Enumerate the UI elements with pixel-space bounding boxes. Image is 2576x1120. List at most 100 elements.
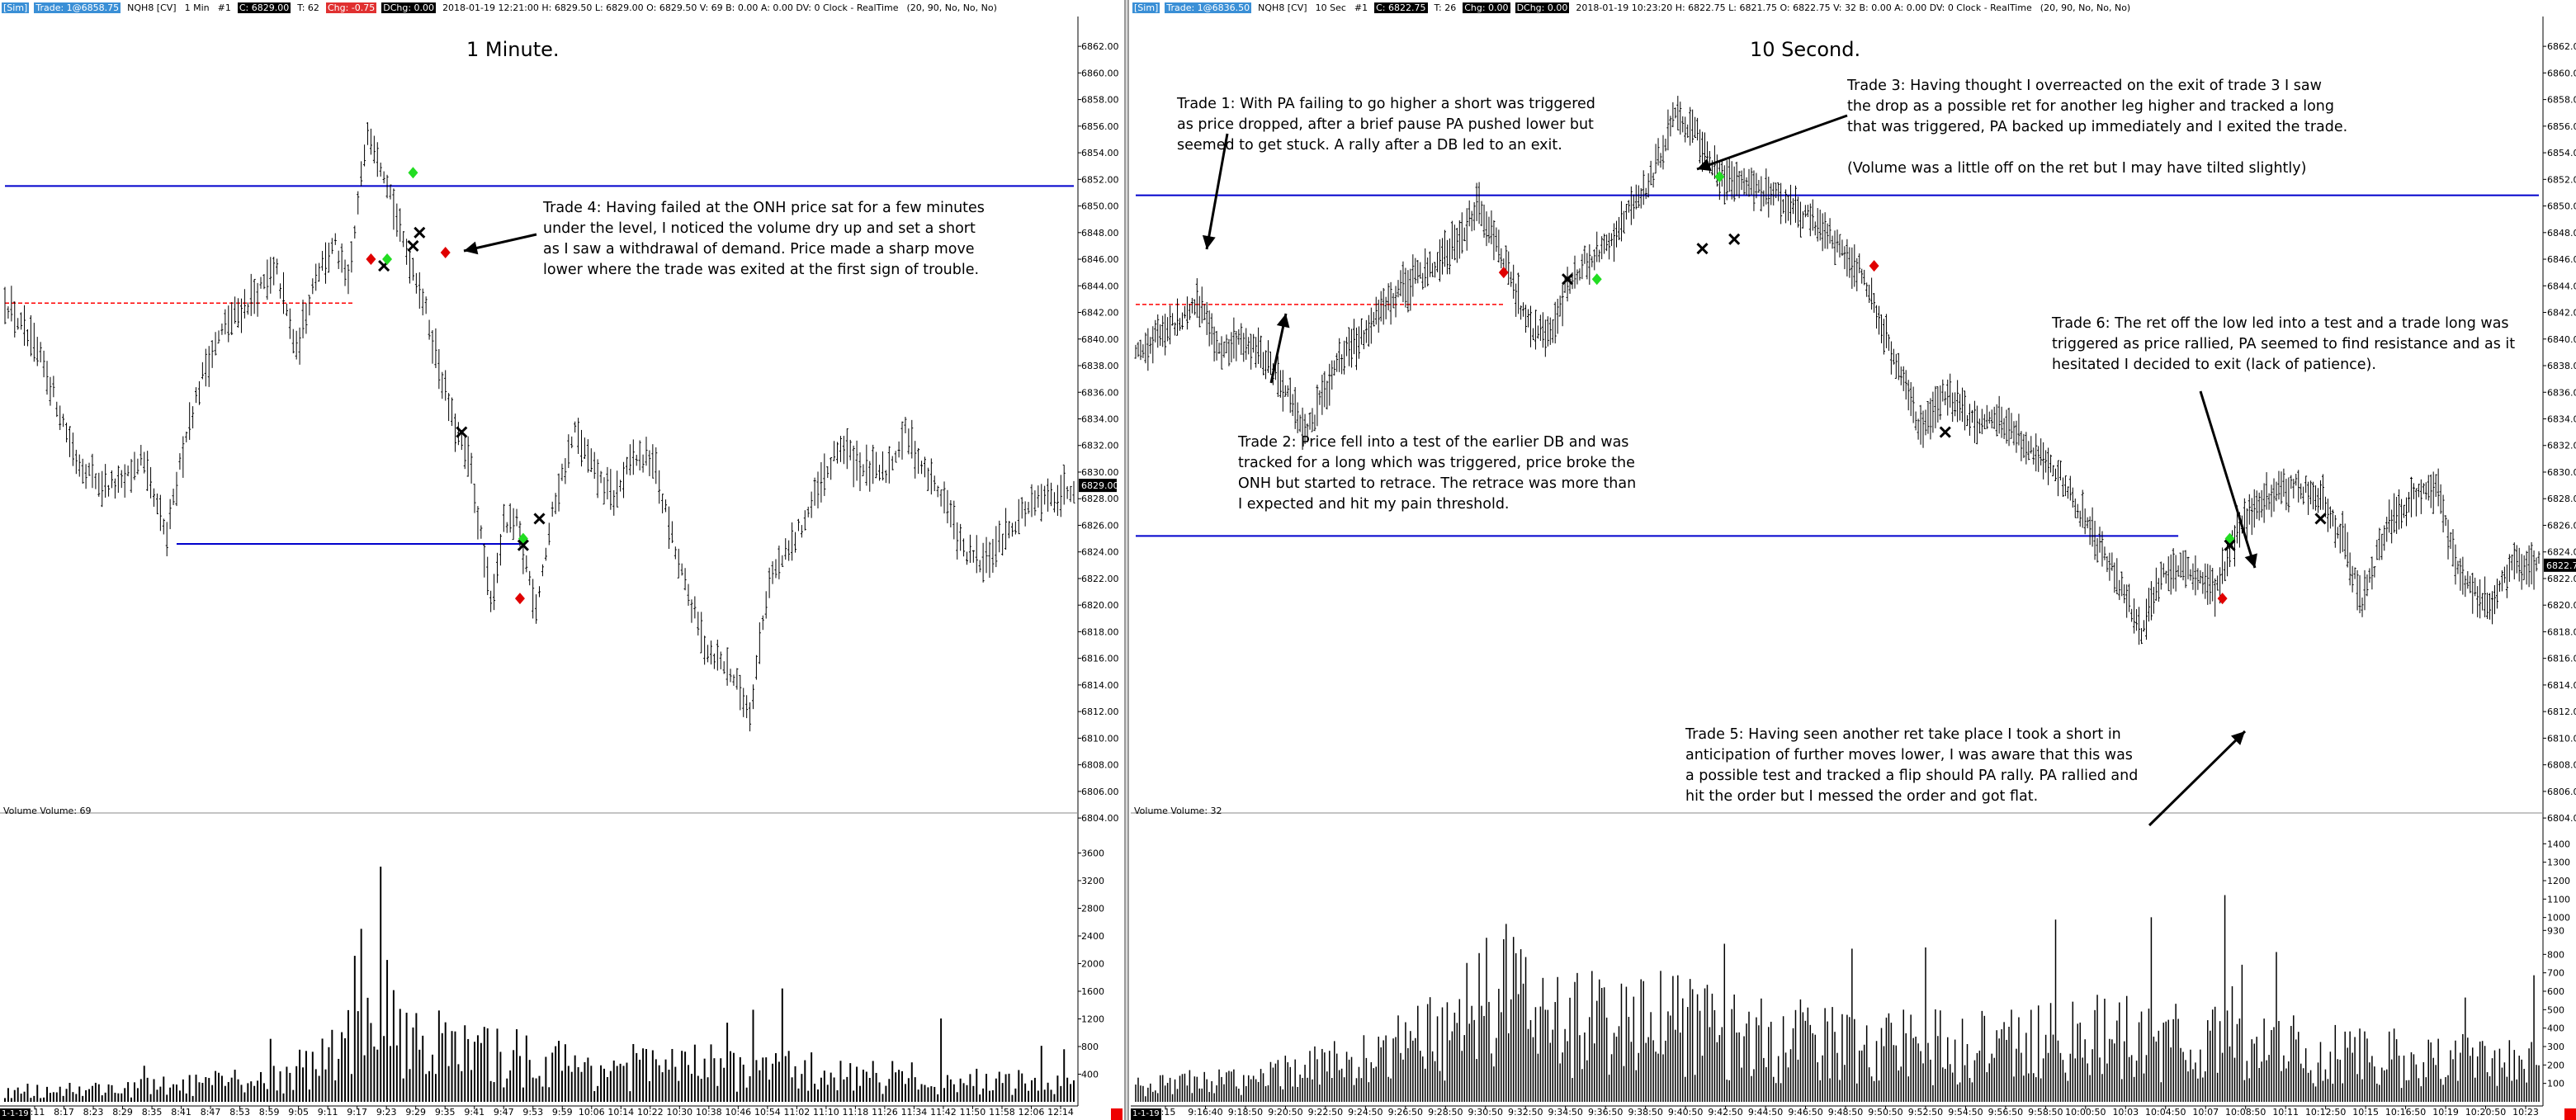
price-tick-label: 6862.00 [1081, 41, 1119, 52]
price-bar [2103, 546, 2106, 560]
price-volume-chart[interactable]: 6862.006860.006858.006856.006854.006852.… [1131, 0, 2576, 1120]
price-tick-label: 6858.00 [1081, 95, 1119, 106]
volume-bar [1439, 1070, 1441, 1102]
volume-bar [904, 1084, 906, 1102]
volume-bar [1461, 1051, 1463, 1102]
volume-bar [1243, 1075, 1245, 1102]
volume-tick-label: 930 [2547, 925, 2564, 936]
price-bar [2500, 569, 2503, 592]
price-bar [943, 481, 946, 514]
time-tick-label: 9:22:50 [1308, 1107, 1343, 1118]
volume-bar [678, 1080, 680, 1102]
price-bar [557, 473, 560, 512]
price-bar [237, 298, 240, 328]
price-tick-label: 6804.00 [2547, 813, 2576, 824]
price-bar [791, 522, 794, 561]
price-bar [907, 428, 910, 455]
price-bar [891, 456, 894, 470]
volume-bar [2472, 1047, 2474, 1102]
price-bar [2474, 577, 2477, 597]
chart-panel-1min[interactable]: [Sim] Trade: 1@6858.75 NQH8 [CV] 1 Min #1 C: … [0, 0, 1123, 1120]
price-bar [2353, 567, 2356, 579]
volume-bar [2422, 1062, 2425, 1102]
tick-value: T: 26 [1434, 2, 1457, 13]
volume-bar [1920, 1051, 1921, 1102]
volume-bar [1647, 1037, 1649, 1102]
volume-bar [1721, 1027, 1723, 1102]
price-bar [188, 402, 191, 440]
price-bar [2434, 474, 2437, 498]
price-bar [707, 645, 710, 663]
price-bar [1436, 252, 1439, 272]
long-entry-marker [408, 167, 418, 179]
price-bar [1831, 235, 1834, 249]
time-tick-label: 9:26:50 [1388, 1107, 1423, 1118]
time-tick-label: 9:34:50 [1548, 1107, 1583, 1118]
price-bar [1527, 309, 1530, 328]
price-bar [1889, 341, 1893, 375]
volume-bar [1655, 1051, 1657, 1102]
price-bar [878, 465, 882, 481]
volume-bar [2491, 1058, 2493, 1102]
volume-bar [1532, 1037, 1534, 1102]
volume-bar [1221, 1076, 1222, 1102]
volume-bar [1471, 1005, 1472, 1102]
price-tick-label: 6808.00 [2547, 760, 2576, 771]
volume-bar [1576, 972, 1578, 1102]
price-bar [1644, 187, 1647, 200]
volume-tick-label: 1600 [1081, 986, 1104, 997]
price-bar [2527, 545, 2531, 588]
price-bar [311, 278, 314, 295]
volume-bar [331, 1029, 333, 1102]
price-bar [674, 546, 677, 560]
price-bar [1617, 216, 1620, 240]
price-bar [2056, 460, 2059, 497]
price-tick-label: 6806.00 [2547, 787, 2576, 797]
price-bar [2348, 552, 2351, 586]
volume-bar [1672, 976, 1674, 1102]
volume-bar [2263, 1018, 2265, 1102]
volume-bar [1468, 1023, 1470, 1102]
price-bar [1463, 227, 1466, 242]
price-bar [1001, 533, 1004, 556]
price-bar [2287, 477, 2290, 513]
volume-bar [843, 1079, 845, 1102]
volume-bar [2307, 1072, 2309, 1102]
volume-bar [1935, 1009, 1936, 1102]
chart-panel-10sec[interactable]: [Sim] Trade: 1@6836.50 NQH8 [CV] 10 Sec #1 C:… [1131, 0, 2576, 1120]
price-bar [87, 462, 91, 476]
volume-bar [1713, 1009, 1716, 1102]
time-tick-label: 12:14 [1047, 1107, 1074, 1118]
exit-x-marker [1696, 243, 1709, 255]
time-tick-label: 9:28:50 [1428, 1107, 1463, 1118]
price-bar [1789, 184, 1793, 225]
price-tick-label: 6834.00 [1081, 414, 1119, 425]
price-bar [830, 456, 833, 480]
volume-bar [318, 1075, 320, 1102]
volume-bar [801, 1074, 803, 1102]
volume-bar [2114, 1043, 2115, 1102]
volume-bar [2123, 1041, 2125, 1102]
volume-bar [2140, 1011, 2143, 1102]
short-entry-marker [514, 593, 525, 605]
panel-divider[interactable] [1124, 0, 1129, 1120]
volume-bar [1289, 1066, 1291, 1102]
volume-bar [2420, 1086, 2422, 1102]
price-bar [1956, 380, 1959, 423]
price-bar [985, 536, 988, 574]
price-bar [1821, 213, 1824, 252]
price-tick-label: 6836.00 [1081, 387, 1119, 398]
time-tick-label: 9:47 [494, 1107, 514, 1118]
price-bar [525, 555, 528, 573]
price-bar [2368, 568, 2371, 583]
price-bar [959, 523, 962, 551]
price-bars [1134, 96, 2541, 645]
price-bar [1445, 239, 1449, 275]
volume-bar [2069, 1053, 2072, 1102]
time-tick-label: 8:47 [201, 1107, 221, 1118]
price-bar [1816, 208, 1819, 242]
price-bar [1176, 298, 1179, 336]
price-bar [2143, 620, 2146, 632]
volume-bar [2089, 1075, 2091, 1102]
price-volume-chart[interactable]: 6862.006860.006858.006856.006854.006852.… [0, 0, 1123, 1120]
